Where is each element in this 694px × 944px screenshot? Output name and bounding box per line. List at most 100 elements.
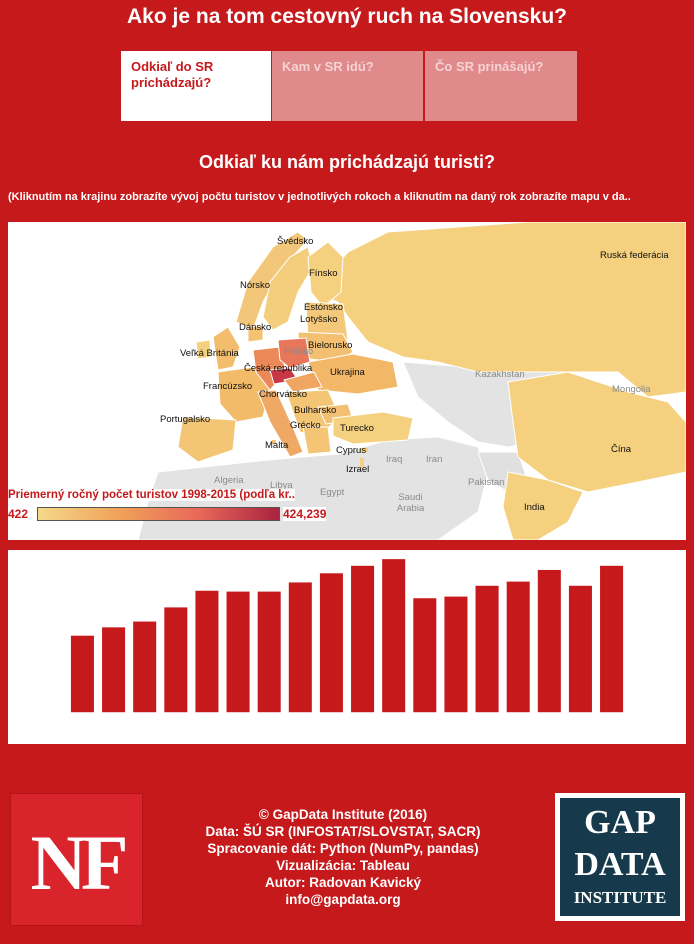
bar-2010[interactable] [444,596,468,713]
year-label-2014[interactable]: 2014 [575,715,585,736]
tab-destination-label: Kam v SR idú? [282,59,374,74]
tab-revenue[interactable]: Čo SR prinášajú? [425,51,577,121]
tab-revenue-label: Čo SR prinášajú? [435,59,544,74]
country-cyprus [360,448,368,452]
map-label-algeria: Algeria [214,475,244,486]
map-legend-max: 424,239 [283,507,327,521]
map-label-norway: Nórsko [240,280,271,291]
bar-2007[interactable] [351,565,375,713]
tourist-origin-map[interactable]: Švédsko Fínsko Nórsko Estónsko Lotyšsko … [8,222,686,540]
map-label-israel: Izrael [346,464,370,475]
credits: © GapData Institute (2016) Data: ŠÚ SR (… [158,806,528,908]
country-uk [212,326,241,371]
map-canvas [8,222,686,540]
country-greece [302,426,332,455]
year-label-2013[interactable]: 2013 [544,716,554,736]
bar-1998[interactable] [70,635,94,713]
country-malta [272,440,276,444]
country-poland [277,337,311,369]
map-label-malta: Malta [265,440,289,451]
country-france [217,366,271,423]
page-title: Ako je na tom cestovný ruch na Slovensku… [127,5,567,28]
bar-2014[interactable] [568,585,592,713]
gapdata-logo-gap: GAP [584,804,656,841]
year-label-2007[interactable]: 2007 [358,716,368,736]
year-label-1998[interactable]: 1998 [77,716,87,736]
map-label-latvia: Lotyšsko [300,314,338,325]
map-label-belarus: Bielorusko [308,340,353,351]
year-label-1999[interactable]: 1999 [109,716,119,736]
credits-visualization: Vizualizácia: Tableau [276,858,410,873]
bar-1999[interactable] [102,627,126,713]
map-label-libya: Libya [270,480,293,491]
year-label-2001[interactable]: 2001 [171,716,181,736]
bar-2005[interactable] [288,582,312,713]
country-russia [312,222,686,398]
map-label-denmark: Dánsko [239,322,272,333]
bar-2002[interactable] [195,590,219,713]
map-label-turkey: Turecko [340,423,374,434]
year-label-2009[interactable]: 2009 [420,716,430,736]
year-label-2005[interactable]: 2005 [295,716,305,736]
bar-2003[interactable] [226,591,250,713]
bar-2015[interactable] [600,565,624,713]
map-label-russia: Ruská federácia [600,250,669,261]
map-label-sweden: Švédsko [277,236,314,247]
bar-2009[interactable] [413,598,437,713]
year-label-2006[interactable]: 2006 [326,716,336,736]
bar-2013[interactable] [537,569,561,713]
year-label-2010[interactable]: 2010 [451,716,461,736]
bar-2012[interactable] [506,581,530,713]
bar-2001[interactable] [164,607,188,713]
bar-2000[interactable] [133,621,157,713]
tab-origin-label: Odkiaľ do SR prichádzajú? [131,59,214,90]
country-israel [360,458,364,468]
year-label-2012[interactable]: 2012 [513,716,523,736]
map-label-ukraine: Ukrajina [330,367,365,378]
nf-logo: NF [10,793,143,926]
year-label-2015[interactable]: 2015 [607,716,617,736]
year-label-2002[interactable]: 2002 [202,716,212,736]
map-label-bulgaria: Bulharsko [294,405,337,416]
map-label-greece: Grécko [290,420,321,431]
map-label-finland: Fínsko [309,268,338,279]
country-iberia [177,416,237,463]
bar-2008[interactable] [382,559,406,713]
bar-2011[interactable] [475,585,499,713]
map-label-portugal: Portugalsko [160,414,211,425]
instruction-text: (Kliknutím na krajinu zobrazíte vývoj po… [8,191,631,203]
bar-2006[interactable] [319,573,343,713]
year-label-2000[interactable]: 2000 [140,716,150,736]
map-legend-title: Priemerný ročný počet turistov 1998-2015… [8,489,295,501]
credits-email[interactable]: info@gapdata.org [285,892,401,907]
map-label-mongolia: Mongolia [612,384,651,395]
section-subtitle: Odkiaľ ku nám prichádzajú turisti? [199,152,495,172]
map-label-croatia: Chorvátsko [259,389,308,400]
bar-2004[interactable] [257,591,281,713]
country-india [502,471,584,540]
map-label-france: Francúzsko [203,381,253,392]
year-label-2004[interactable]: 2004 [264,715,274,736]
year-label-2003[interactable]: 2003 [233,716,243,736]
map-label-saudi-arabia: Saudi Arabia [396,492,425,514]
credits-copyright: © GapData Institute (2016) [258,807,428,822]
map-label-estonia: Estónsko [304,302,344,313]
map-legend-gradient [37,507,280,521]
map-label-pakistan: Pakistan [468,477,505,488]
gapdata-logo-institute: INSTITUTE [573,888,667,907]
tab-destination[interactable]: Kam v SR idú? [272,51,423,121]
gapdata-logo: GAP DATA INSTITUTE [555,793,685,921]
map-legend-min: 422 [8,507,29,521]
country-finland [307,241,344,308]
year-label-2011[interactable]: 2011 [482,716,492,736]
nf-logo-text: NF [30,819,129,906]
credits-data: Data: ŠÚ SR (INFOSTAT/SLOVSTAT, SACR) [205,824,481,839]
country-china [507,371,686,493]
map-label-iran: Iran [426,454,443,465]
tab-origin[interactable]: Odkiaľ do SR prichádzajú? [121,51,271,121]
map-label-uk: Veľká Británia [180,348,239,359]
country-denmark [247,325,264,343]
year-label-2008[interactable]: 2008 [389,716,399,736]
map-label-poland: Poľsko [284,346,314,357]
map-label-india: India [524,502,545,513]
